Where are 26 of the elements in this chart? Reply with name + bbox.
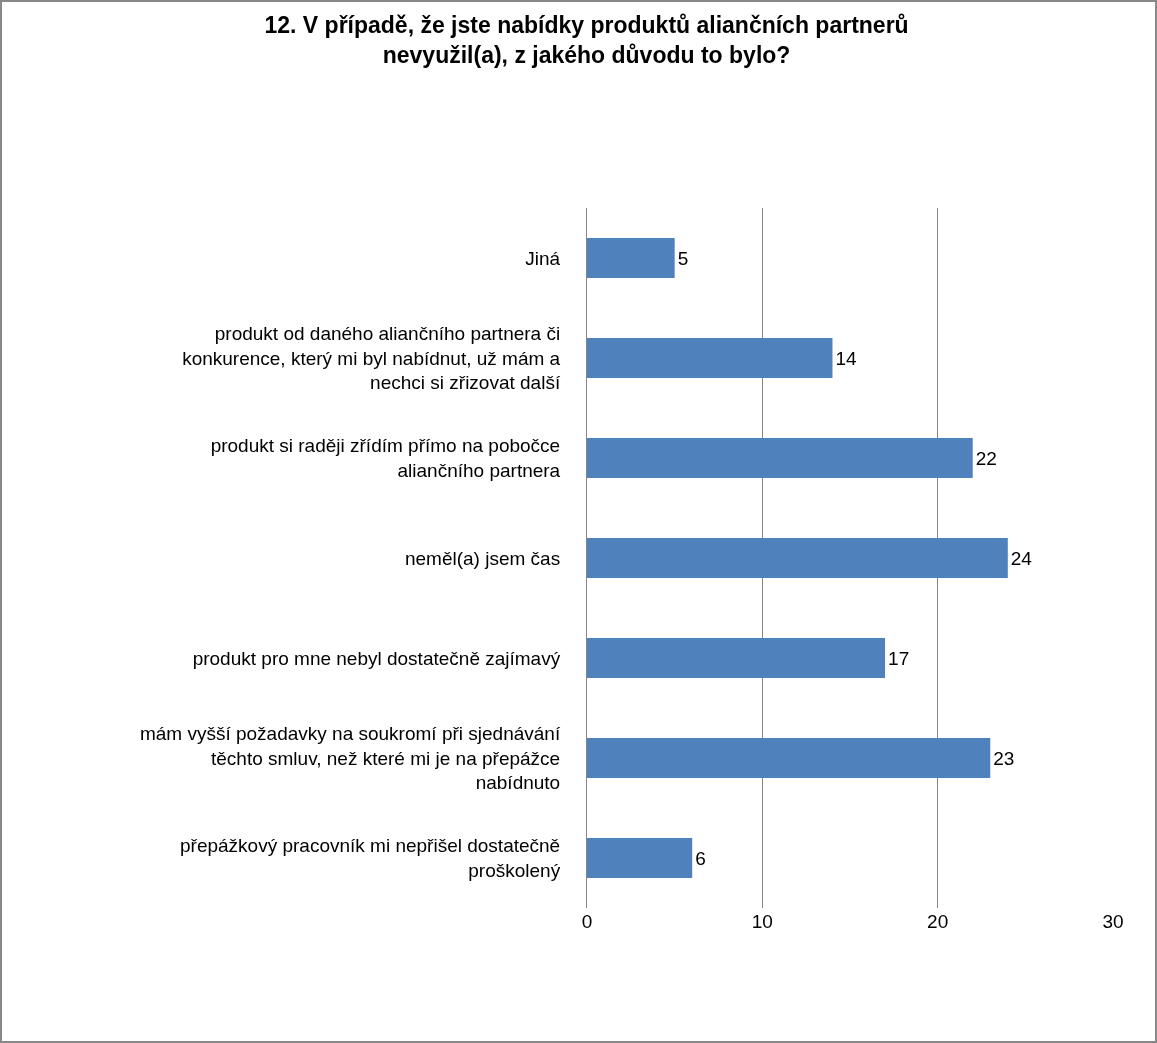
x-tick-label: 0	[581, 911, 593, 932]
y-tick-label: přepážkový pracovník mi nepřišel dostatečně proškolený	[180, 835, 561, 881]
y-tick-label: neměl(a) jsem čas	[404, 547, 561, 569]
y-tick-label: produkt pro mne nebyl dostatečně zajímavý	[192, 647, 561, 669]
bar	[587, 238, 675, 278]
bar	[587, 338, 833, 378]
x-tick-label: 20	[927, 911, 949, 932]
y-tick-label: mám vyšší požadavky na soukromí při sjednávání těchto smluv, než které mi je na přepážce nabídnuto	[139, 722, 561, 794]
x-tick-label: 10	[751, 911, 773, 932]
data-label: 24	[1010, 547, 1033, 569]
bar	[587, 738, 991, 778]
y-tick-label: Jiná	[525, 247, 561, 269]
data-label: 5	[677, 247, 689, 269]
data-label: 17	[888, 647, 910, 669]
chart-title: 12. V případě, že jste nabídky produktů aliančních partnerů nevyužil(a), z jakého důvodu to bylo?	[264, 12, 909, 69]
bar	[587, 638, 886, 678]
y-tick-label: produkt od daného aliančního partnera či konkurence, který mi byl nabídnut, už mám a nechci si zřizovat další	[182, 322, 561, 394]
data-label: 14	[835, 347, 858, 369]
data-label: 22	[975, 447, 997, 469]
data-label: 6	[695, 847, 706, 869]
y-tick-label: produkt si raději zřídím přímo na pobočce aliančního partnera	[210, 435, 561, 481]
data-label: 23	[993, 747, 1015, 769]
bar	[587, 438, 973, 478]
x-tick-label: 30	[1102, 911, 1124, 932]
bar	[587, 838, 693, 878]
bar	[587, 538, 1008, 578]
